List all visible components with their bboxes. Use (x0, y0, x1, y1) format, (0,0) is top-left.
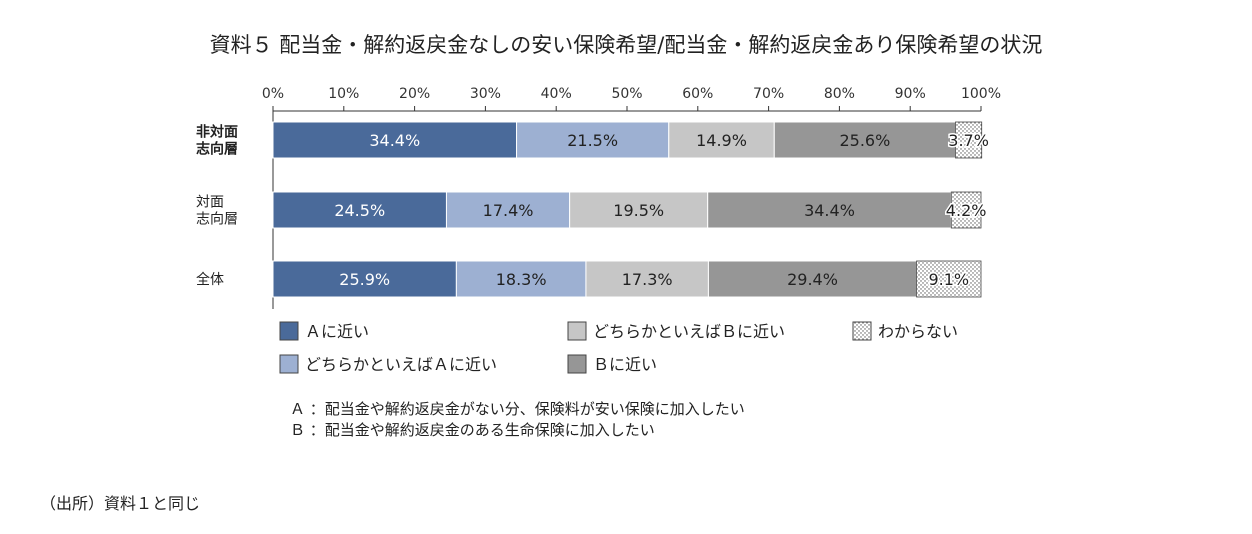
legend-label: Ｂに近い (593, 355, 657, 374)
data-label: 25.6% (839, 131, 890, 150)
category-label: 非対面志向層 (196, 124, 238, 158)
bar-segment (272, 260, 457, 298)
x-tick-label: 60% (682, 86, 713, 102)
bar-segment (773, 121, 957, 159)
data-label: 14.9% (696, 131, 747, 150)
bar-segment (272, 191, 447, 229)
x-tick-label: 10% (328, 86, 359, 102)
data-label: 19.5% (613, 201, 664, 220)
chart-title: 資料５ 配当金・解約返戻金なしの安い保険希望/配当金・解約返戻金あり保険希望の状… (210, 33, 1043, 57)
data-label: 24.5% (334, 201, 385, 220)
bar-segment (585, 260, 709, 298)
data-label: 34.4% (369, 131, 420, 150)
x-tick-label: 90% (895, 86, 926, 102)
x-tick-label: 50% (611, 86, 642, 102)
legend-label: Ａに近い (305, 322, 369, 341)
x-tick-label: 100% (961, 86, 1001, 102)
bar-segment (272, 121, 518, 159)
x-tick-label: 30% (470, 86, 501, 102)
data-label: 29.4% (787, 270, 838, 289)
x-tick-label: 80% (824, 86, 855, 102)
bar-segment (516, 121, 670, 159)
data-label: 25.9% (339, 270, 390, 289)
legend-label: わからない (878, 322, 958, 341)
bar-segment (955, 121, 983, 159)
data-label: 9.1% (928, 270, 969, 289)
bar-segment (445, 191, 571, 229)
category-label: 対面志向層 (196, 195, 238, 228)
legend-swatch (279, 354, 299, 374)
x-tick-label: 20% (399, 86, 430, 102)
x-tick-label: 40% (541, 86, 572, 102)
data-label: 4.2% (946, 201, 987, 220)
data-label: 3.7% (948, 131, 989, 150)
bar-segment (950, 191, 982, 229)
legend-swatch (567, 354, 587, 374)
legend-swatch (567, 321, 587, 341)
legend-swatch (852, 321, 872, 341)
data-label: 18.3% (496, 270, 547, 289)
data-label: 17.4% (483, 201, 534, 220)
x-tick-label: 70% (753, 86, 784, 102)
bar-segment (707, 260, 918, 298)
x-tick-label: 0% (262, 86, 284, 102)
data-label: 17.3% (622, 270, 673, 289)
category-label: 全体 (196, 271, 224, 288)
bar-segment (707, 191, 952, 229)
bar-segment (668, 121, 775, 159)
bar-segment (916, 260, 982, 298)
data-label: 34.4% (804, 201, 855, 220)
data-label: 21.5% (567, 131, 618, 150)
legend-swatch (279, 321, 299, 341)
source-note: （出所）資料１と同じ (40, 494, 201, 513)
definition-note: Ｂ ：配当金や解約返戻金のある生命保険に加入したい (290, 421, 655, 439)
legend-label: どちらかといえばＢに近い (593, 322, 785, 341)
legend-label: どちらかといえばＡに近い (305, 355, 497, 374)
definition-note: Ａ ：配当金や解約返戻金がない分、保険料が安い保険に加入したい (290, 400, 745, 418)
